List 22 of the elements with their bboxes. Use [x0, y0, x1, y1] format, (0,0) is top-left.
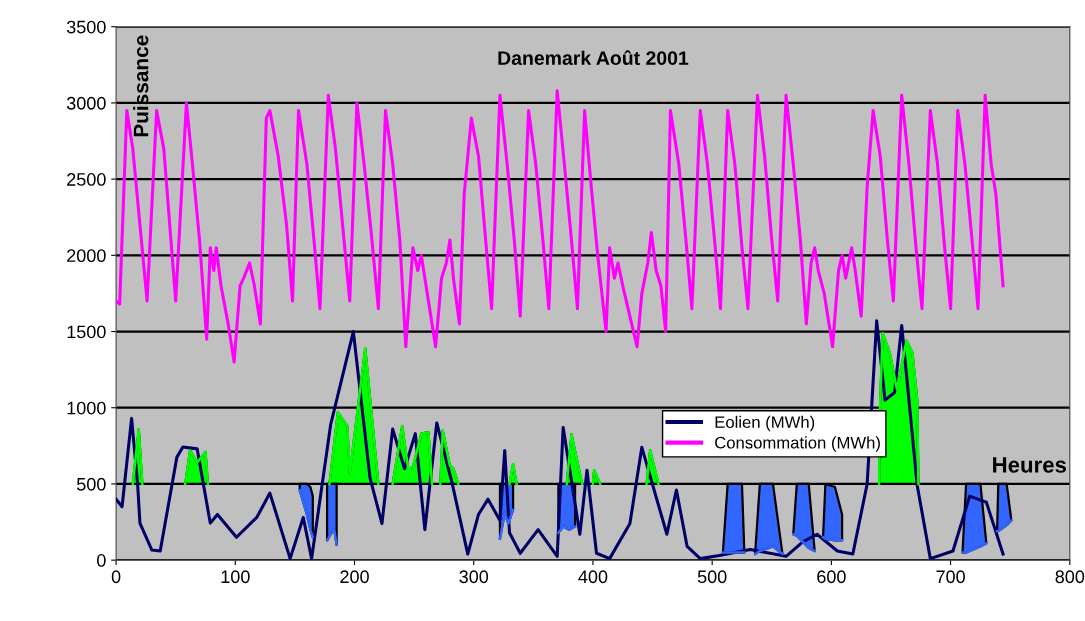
x-tick-label: 300 — [459, 570, 489, 584]
y-tick-label: 0 — [97, 554, 106, 567]
x-tick-label: 200 — [340, 570, 369, 584]
legend-label: Eolien (MWh) — [715, 415, 815, 432]
x-tick-label: 400 — [578, 570, 608, 584]
y-tick-label: 500 — [76, 477, 106, 491]
x-tick-label: 500 — [697, 570, 727, 584]
y-tick-label: 2500 — [67, 173, 106, 186]
x-tick-label: 0 — [111, 570, 121, 584]
y-tick-label: 3500 — [66, 20, 106, 34]
x-tick-label: 800 — [1055, 570, 1085, 584]
legend-label: Consommation (MWh) — [715, 436, 880, 452]
y-tick-label: 1500 — [67, 325, 106, 339]
y-axis-title: Puissance — [133, 35, 149, 137]
y-tick-label: 1000 — [67, 401, 106, 415]
y-tick-label: 3000 — [66, 96, 106, 110]
x-tick-label: 700 — [936, 570, 965, 584]
x-tick-label: 100 — [221, 570, 250, 584]
text: Danemark Août 2001 — [498, 50, 689, 65]
x-tick-label: 600 — [817, 570, 846, 584]
x-axis-title: Heures — [993, 457, 1067, 473]
y-tick-label: 2000 — [67, 249, 106, 263]
